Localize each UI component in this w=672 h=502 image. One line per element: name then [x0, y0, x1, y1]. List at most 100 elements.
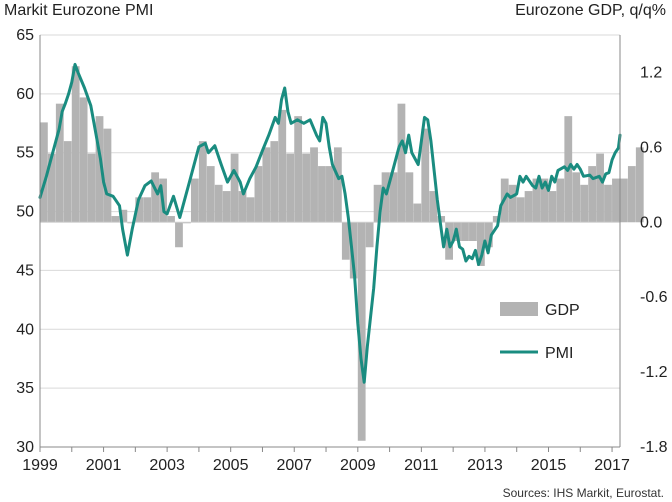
gdp-bar [429, 191, 438, 223]
gdp-bar [365, 222, 374, 248]
x-tick-label: 2009 [340, 457, 376, 474]
gdp-bar [389, 172, 398, 223]
gdp-bar [516, 197, 525, 223]
gdp-bar [206, 166, 215, 223]
gdp-bar [286, 153, 295, 223]
gdp-bar [318, 166, 326, 223]
gdp-bar [87, 153, 96, 223]
x-tick-label: 2017 [594, 457, 630, 474]
gdp-bar [357, 222, 366, 441]
gdp-bar [612, 178, 620, 223]
left-tick-label: 40 [16, 321, 34, 338]
gdp-bar [341, 222, 350, 260]
gdp-bar [71, 66, 80, 223]
legend-gdp-label: GDP [545, 302, 580, 319]
x-tick-label: 2011 [404, 457, 439, 474]
gdp-bar [214, 184, 223, 223]
gdp-bar [103, 128, 112, 223]
gdp-bar [119, 209, 128, 223]
gdp-bar [524, 191, 533, 223]
x-tick-label: 2015 [531, 457, 567, 474]
gdp-bar [55, 103, 64, 223]
left-tick-label: 55 [16, 145, 34, 162]
gdp-bar [151, 172, 160, 223]
gdp-bar [95, 116, 104, 223]
gdp-bar [326, 166, 334, 223]
left-tick-label: 30 [16, 439, 34, 456]
x-tick-label: 2001 [86, 457, 122, 474]
left-tick-label: 35 [16, 380, 34, 397]
x-axis-ticks: 1999 2001 2003 2005 2007 2009 2011 2013 2015 2017 [22, 447, 630, 474]
gdp-bar [620, 178, 628, 223]
gdp-bar [262, 147, 271, 223]
right-tick-label: -1.8 [640, 439, 668, 456]
gdp-bar [230, 153, 239, 223]
gdp-bar [190, 178, 199, 223]
right-tick-label: -0.6 [640, 289, 668, 306]
gdp-bar [63, 141, 72, 223]
gdp-bar [40, 122, 48, 223]
gdp-bar [349, 222, 358, 279]
gdp-bar [540, 178, 549, 223]
gdp-bar [476, 222, 485, 266]
x-tick-label: 2005 [213, 457, 249, 474]
right-tick-label: 0.6 [640, 139, 662, 156]
gdp-bar [135, 197, 144, 223]
x-tick-label: 2007 [276, 457, 312, 474]
x-tick-label: 2003 [149, 457, 185, 474]
pmi-line [38, 62, 622, 384]
gdp-bar [302, 153, 310, 223]
gdp-bar [492, 216, 501, 223]
legend: GDP PMI [500, 302, 580, 362]
gdp-bar [508, 184, 517, 223]
x-tick-label: 2013 [467, 457, 503, 474]
gdp-bars [40, 66, 644, 441]
gdp-bar [635, 147, 644, 223]
gdp-bar [469, 222, 477, 241]
gdp-bar [222, 191, 231, 223]
left-tick-label: 50 [16, 204, 34, 221]
gdp-bar [111, 216, 120, 223]
gdp-bar [373, 184, 382, 223]
gdp-bar [381, 172, 390, 223]
gdp-bar [270, 141, 279, 223]
gdp-bar [580, 184, 589, 223]
x-tick-label: 1999 [22, 457, 58, 474]
gdp-bar [278, 109, 287, 223]
gridlines [40, 34, 620, 448]
gdp-bar [484, 222, 493, 248]
left-tick-label: 45 [16, 262, 34, 279]
gdp-bar [413, 203, 422, 223]
gdp-bar [548, 191, 557, 223]
gdp-bar [143, 197, 152, 223]
legend-pmi-label: PMI [545, 345, 573, 362]
gdp-bar [167, 216, 175, 223]
legend-gdp-swatch [500, 302, 538, 316]
pmi-series [38, 62, 622, 384]
left-tick-label: 60 [16, 86, 34, 103]
gdp-bar [604, 184, 612, 223]
gdp-bar [294, 116, 303, 223]
gdp-bar [198, 141, 207, 223]
gdp-bar [532, 178, 541, 223]
gdp-bar [596, 153, 604, 223]
left-axis-title: Markit Eurozone PMI [4, 2, 154, 19]
gdp-bar [421, 128, 430, 223]
gdp-bar [588, 166, 597, 223]
axes [39, 35, 621, 448]
right-axis-ticks: -1.8 -1.2 -0.6 0.0 0.6 1.2 [640, 64, 668, 456]
right-tick-label: 0.0 [640, 214, 662, 231]
gdp-bar [246, 197, 255, 223]
gdp-bar [310, 147, 318, 223]
gdp-bar [397, 103, 406, 223]
gdp-bar [461, 222, 469, 241]
gdp-bar [572, 172, 581, 223]
right-axis-title: Eurozone GDP, q/q% [515, 2, 666, 19]
gdp-bar [79, 97, 88, 223]
gdp-bar [238, 191, 247, 223]
gdp-bar [556, 178, 565, 223]
right-tick-label: 1.2 [640, 64, 662, 81]
left-axis-ticks: 30 35 40 45 50 55 60 65 [16, 27, 34, 456]
right-tick-label: -1.2 [640, 364, 668, 381]
